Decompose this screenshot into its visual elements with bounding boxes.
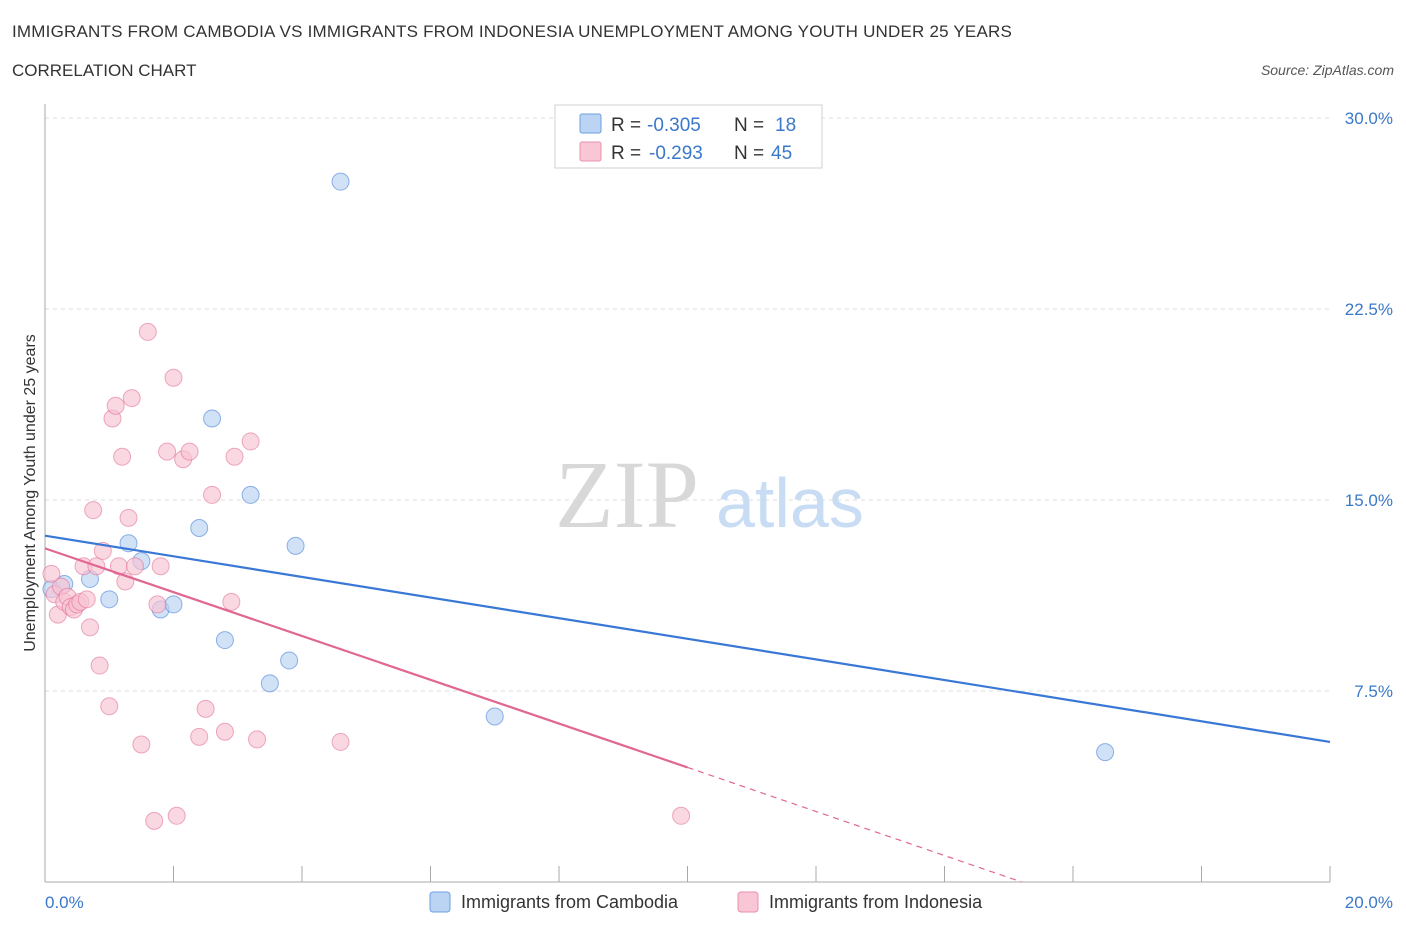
data-point-indonesia [215, 722, 234, 741]
data-point-indonesia [331, 732, 350, 751]
data-point-indonesia [77, 590, 96, 609]
data-point-indonesia [248, 730, 267, 749]
stats-swatch-cambodia [579, 113, 602, 134]
data-point-indonesia [190, 727, 209, 746]
y-tick-label: 15.0% [1345, 491, 1393, 510]
stats-r-label: R = [611, 143, 641, 164]
data-point-indonesia [113, 447, 132, 466]
data-point-indonesia [241, 432, 260, 451]
data-point-cambodia [286, 536, 305, 555]
stats-r-label: R = [611, 115, 641, 136]
data-point-indonesia [84, 501, 103, 520]
data-point-cambodia [331, 172, 350, 191]
data-point-indonesia [167, 806, 186, 825]
chart-subtitle: CORRELATION CHART [12, 61, 197, 80]
data-point-indonesia [100, 697, 119, 716]
data-point-cambodia [164, 595, 183, 614]
y-tick-label: 7.5% [1354, 682, 1393, 701]
stats-n-label: N = [734, 115, 764, 136]
trend-line-cambodia [44, 534, 1331, 744]
data-point-indonesia [148, 595, 167, 614]
watermark-zip: ZIP [555, 441, 699, 548]
source-label: Source: ZipAtlas.com [1260, 62, 1394, 78]
data-point-indonesia [222, 592, 241, 611]
y-tick-label: 22.5% [1345, 300, 1393, 319]
trend-lines [44, 534, 1331, 883]
data-point-indonesia [225, 447, 244, 466]
stats-swatch-indonesia [579, 141, 602, 162]
data-point-indonesia [180, 442, 199, 461]
data-point-indonesia [42, 564, 61, 583]
data-point-indonesia [106, 396, 125, 415]
data-point-indonesia [151, 557, 170, 576]
data-point-cambodia [280, 651, 299, 670]
data-point-indonesia [203, 485, 222, 504]
x-tick-label-max: 20.0% [1345, 893, 1393, 912]
data-point-cambodia [203, 409, 222, 428]
data-point-indonesia [132, 735, 151, 754]
data-point-indonesia [164, 368, 183, 387]
data-point-indonesia [90, 656, 109, 675]
y-tick-label: 30.0% [1345, 109, 1393, 128]
stats-r-value-cambodia: -0.305 [647, 115, 701, 136]
x-axis-ticks [173, 866, 1331, 882]
legend-label-indonesia: Immigrants from Indonesia [769, 892, 983, 912]
data-point-cambodia [241, 485, 260, 504]
trend-line-indonesia [44, 547, 688, 769]
series-legend: Immigrants from Cambodia Immigrants from… [429, 891, 983, 913]
data-point-indonesia [145, 811, 164, 830]
data-point-cambodia [260, 674, 279, 693]
data-point-cambodia [485, 707, 504, 726]
x-tick-label-min: 0.0% [45, 893, 84, 912]
data-point-indonesia [119, 508, 138, 527]
data-point-indonesia [138, 322, 157, 341]
stats-r-value-indonesia: -0.293 [649, 143, 703, 164]
trend-line-extension-indonesia [687, 766, 1022, 883]
chart-title: IMMIGRANTS FROM CAMBODIA VS IMMIGRANTS F… [12, 22, 1013, 41]
data-point-cambodia [215, 631, 234, 650]
stats-n-value-cambodia: 18 [775, 115, 796, 136]
legend-label-cambodia: Immigrants from Cambodia [461, 892, 679, 912]
data-point-cambodia [190, 519, 209, 538]
legend-swatch-indonesia [737, 891, 759, 913]
data-point-indonesia [122, 389, 141, 408]
data-point-cambodia [1096, 743, 1115, 762]
stats-n-value-indonesia: 45 [771, 143, 792, 164]
data-point-cambodia [100, 590, 119, 609]
data-point-indonesia [196, 699, 215, 718]
watermark-atlas: atlas [716, 464, 864, 542]
stats-n-label: N = [734, 143, 764, 164]
stats-legend: R = -0.305 N = 18 R = -0.293 N = 45 [554, 104, 823, 169]
data-point-indonesia [158, 442, 177, 461]
data-point-indonesia [672, 806, 691, 825]
y-axis-title: Unemployment Among Youth under 25 years [22, 334, 39, 652]
data-point-indonesia [125, 557, 144, 576]
legend-swatch-cambodia [429, 891, 451, 913]
data-point-indonesia [80, 618, 99, 637]
